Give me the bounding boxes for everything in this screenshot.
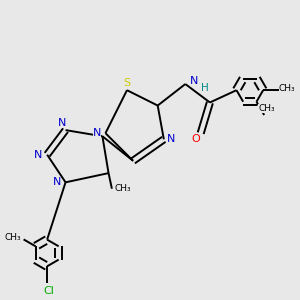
Text: H: H <box>200 83 208 93</box>
Text: CH₃: CH₃ <box>114 184 131 193</box>
Text: N: N <box>93 128 101 138</box>
Text: CH₃: CH₃ <box>279 84 296 93</box>
Text: Cl: Cl <box>43 286 54 296</box>
Text: N: N <box>34 150 43 160</box>
Text: N: N <box>167 134 176 144</box>
Text: CH₃: CH₃ <box>258 104 275 113</box>
Text: N: N <box>58 118 67 128</box>
Text: CH₃: CH₃ <box>4 233 21 242</box>
Text: N: N <box>53 177 61 187</box>
Text: S: S <box>123 78 130 88</box>
Text: O: O <box>192 134 200 144</box>
Text: N: N <box>190 76 198 86</box>
